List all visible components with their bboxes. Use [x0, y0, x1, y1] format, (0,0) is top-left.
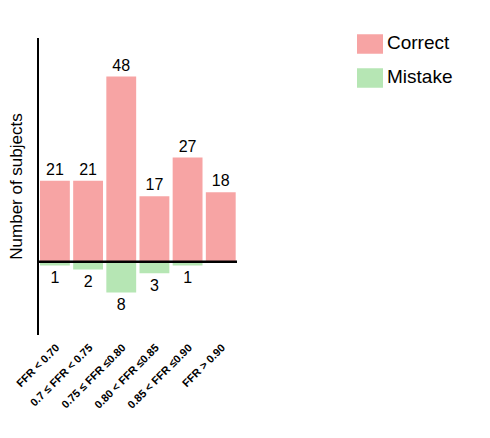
svg-text:21: 21	[46, 161, 64, 178]
svg-text:21: 21	[79, 161, 97, 178]
html-text:Correct: Correct	[387, 32, 450, 53]
svg-text:27: 27	[179, 138, 197, 155]
svg-text:8: 8	[117, 296, 126, 313]
svg-text:18: 18	[212, 172, 230, 189]
svg-text:3: 3	[150, 277, 159, 294]
svg-text:0.75 ≤ FFR ≤0.80: 0.75 ≤ FFR ≤0.80	[58, 341, 128, 411]
svg-text:1: 1	[183, 269, 192, 286]
svg-text:0.80 < FFR ≤0.85: 0.80 < FFR ≤0.85	[91, 341, 161, 411]
html-text:Mistake: Mistake	[387, 66, 453, 87]
svg-text:2: 2	[84, 273, 93, 290]
svg-text:FFR > 0.90: FFR > 0.90	[180, 341, 228, 389]
svg-text:17: 17	[146, 176, 164, 193]
svg-text:FFR < 0.70: FFR < 0.70	[13, 341, 62, 390]
svg-text:0.7 ≤ FFR < 0.75: 0.7 ≤ FFR < 0.75	[27, 341, 95, 409]
svg-text:48: 48	[112, 57, 130, 74]
svg-text:Number of subjects: Number of subjects	[8, 113, 26, 259]
svg-text:0.85 < FFR ≤0.90: 0.85 < FFR ≤0.90	[125, 341, 195, 411]
svg-text:1: 1	[50, 269, 59, 286]
